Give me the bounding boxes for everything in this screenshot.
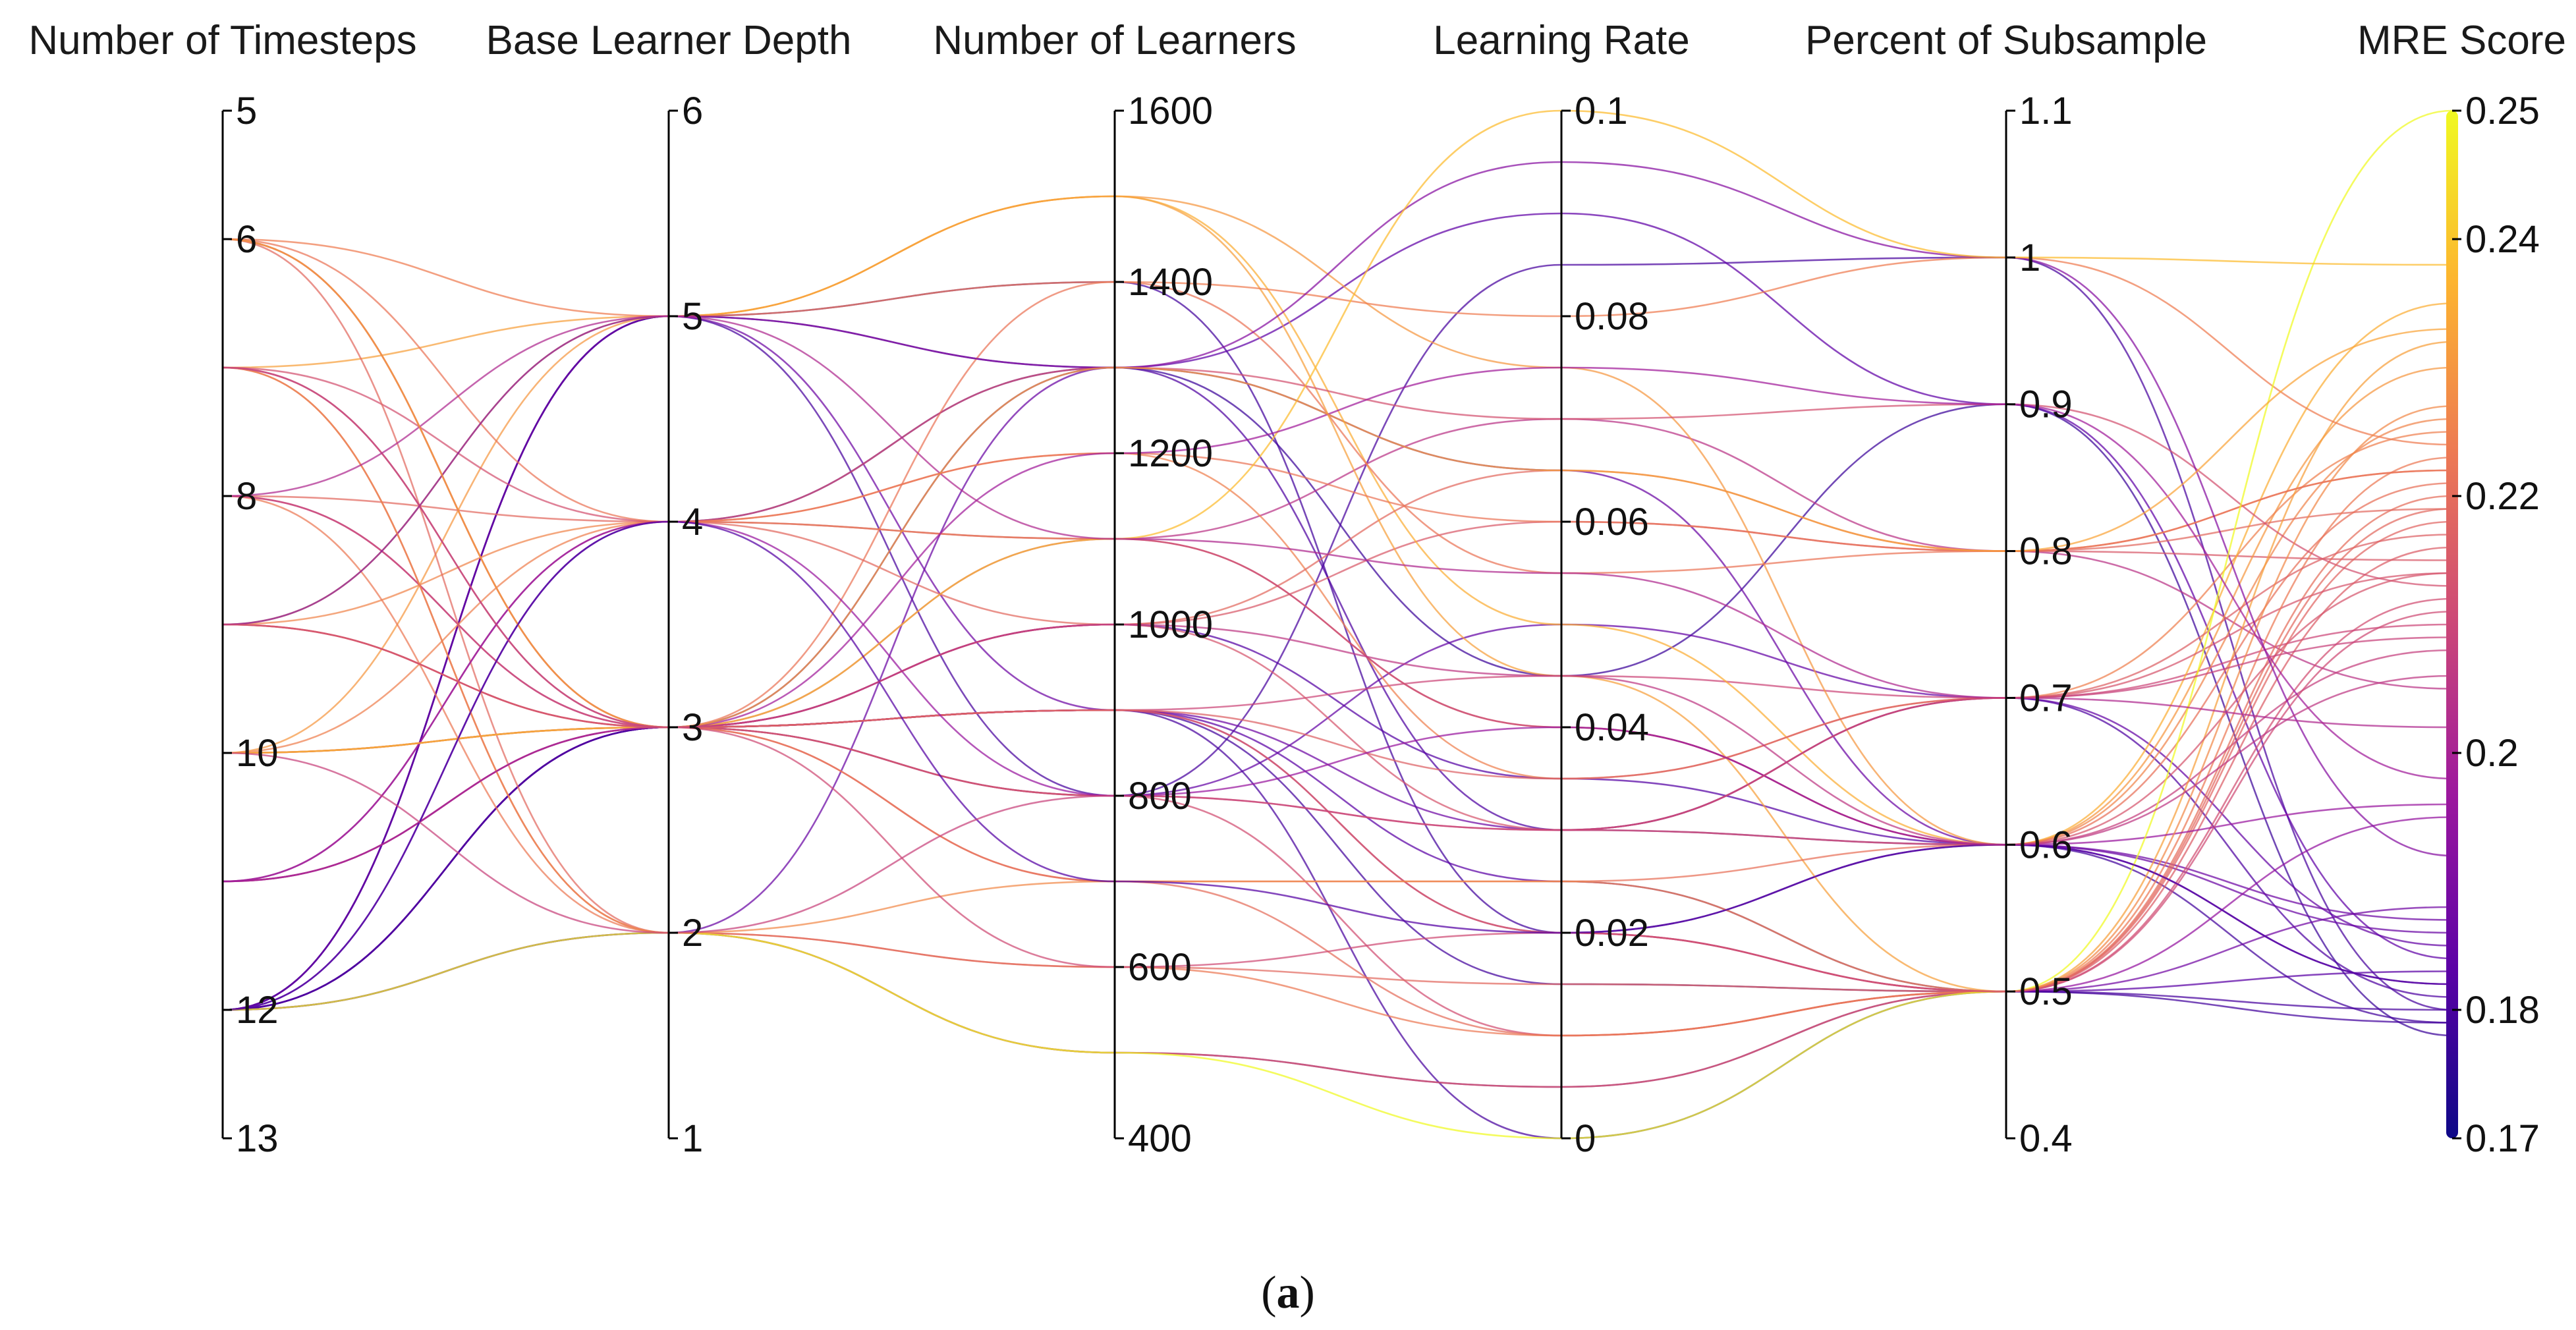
tick-label-lr-0: 0.1: [1575, 90, 1628, 132]
tick-label-timesteps-2: 8: [236, 475, 257, 518]
tick-label-lr-4: 0.02: [1575, 912, 1649, 955]
data-line-41: [222, 109, 2453, 754]
tick-label-depth-4: 2: [682, 912, 703, 955]
tick-label-subsample-6: 0.5: [2019, 970, 2073, 1013]
tick-label-timesteps-1: 6: [236, 218, 257, 261]
figure-caption: (a): [1261, 1267, 1315, 1318]
tick-label-subsample-2: 0.9: [2019, 383, 2073, 426]
data-line-18: [222, 495, 2453, 1037]
data-line-8: [222, 212, 2453, 1011]
data-line-38: [222, 161, 2453, 857]
tick-label-depth-5: 1: [682, 1117, 703, 1160]
axis-learners: Number of Learners 1600 1400 1200 1000 800 600…: [933, 18, 1296, 1160]
tick-label-subsample-5: 0.6: [2019, 823, 2073, 866]
tick-label-lr-5: 0: [1575, 1117, 1596, 1160]
tick-label-lr-2: 0.06: [1575, 501, 1649, 543]
axis-title-subsample: Percent of Subsample: [1805, 18, 2207, 63]
tick-label-lr-3: 0.04: [1575, 706, 1649, 749]
tick-label-subsample-3: 0.8: [2019, 530, 2073, 573]
tick-label-learners-4: 800: [1128, 775, 1192, 817]
tick-label-depth-1: 5: [682, 295, 703, 338]
tick-label-timesteps-0: 5: [236, 90, 257, 132]
tick-label-learners-6: 400: [1128, 1117, 1192, 1160]
axis-title-learners: Number of Learners: [933, 18, 1296, 63]
data-line-15: [222, 597, 2453, 1037]
data-line-11: [222, 709, 2453, 1140]
tick-label-mre-2: 0.22: [2465, 475, 2540, 518]
axis-subsample: Percent of Subsample 1.1 1 0.9 0.8 0.7 0.6 0.5 0…: [1805, 18, 2207, 1160]
axis-depth: Base Learner Depth 6 5 4 3 2 1: [486, 18, 852, 1160]
tick-label-subsample-1: 1: [2019, 236, 2040, 279]
tick-label-timesteps-5: 13: [236, 1117, 279, 1160]
data-line-33: [222, 238, 2453, 446]
axis-title-timesteps: Number of Timesteps: [28, 18, 416, 63]
tick-label-subsample-4: 0.7: [2019, 677, 2073, 719]
data-line-47: [222, 520, 2453, 1011]
axis-title-lr: Learning Rate: [1433, 18, 1690, 63]
tick-label-learners-2: 1200: [1128, 432, 1213, 475]
axis-timesteps: Number of Timesteps 5 6 8 10 12 13: [28, 18, 416, 1160]
data-line-35: [222, 238, 2453, 993]
tick-label-mre-0: 0.25: [2465, 90, 2540, 132]
data-line-43: [222, 366, 2453, 883]
data-line-32: [222, 366, 2453, 587]
axis-title-depth: Base Learner Depth: [486, 18, 852, 63]
tick-label-mre-4: 0.18: [2465, 989, 2540, 1032]
tick-label-timesteps-4: 12: [236, 989, 279, 1032]
data-line-39: [222, 520, 2453, 883]
axis-mre: MRE Score 0.25 0.24 0.22 0.2 0.18 0.17: [2357, 18, 2566, 1160]
data-line-36: [222, 238, 2453, 552]
data-line-19: [222, 195, 2453, 846]
tick-label-mre-3: 0.2: [2465, 732, 2519, 775]
data-line-27: [222, 457, 2453, 1037]
tick-label-subsample-0: 1.1: [2019, 90, 2073, 132]
data-line-20: [222, 431, 2453, 780]
data-line-12: [222, 315, 2453, 1011]
data-line-49: [222, 366, 2453, 846]
data-line-28: [222, 495, 2453, 846]
tick-label-learners-3: 1000: [1128, 603, 1213, 646]
polylines-layer: [222, 109, 2453, 1140]
tick-label-depth-0: 6: [682, 90, 703, 132]
axis-title-mre: MRE Score: [2357, 18, 2566, 63]
data-line-44: [222, 315, 2453, 729]
data-line-45: [222, 611, 2453, 993]
tick-label-depth-3: 3: [682, 706, 703, 749]
tick-label-learners-0: 1600: [1128, 90, 1213, 132]
tick-label-depth-2: 4: [682, 501, 703, 543]
tick-label-mre-1: 0.24: [2465, 218, 2540, 261]
tick-label-learners-1: 1400: [1128, 261, 1213, 304]
tick-label-timesteps-3: 10: [236, 732, 279, 775]
tick-label-lr-1: 0.08: [1575, 295, 1649, 338]
data-line-40: [222, 109, 2453, 1140]
data-line-26: [222, 469, 2453, 626]
mre-colorbar: [2446, 111, 2458, 1138]
data-line-48: [222, 636, 2453, 934]
axis-lr: Learning Rate 0.1 0.08 0.06 0.04 0.02 0: [1433, 18, 1690, 1160]
tick-label-mre-5: 0.17: [2465, 1117, 2540, 1160]
data-line-42: [222, 366, 2453, 993]
data-line-46: [222, 238, 2453, 729]
tick-label-subsample-7: 0.4: [2019, 1117, 2073, 1160]
tick-label-learners-5: 600: [1128, 946, 1192, 989]
